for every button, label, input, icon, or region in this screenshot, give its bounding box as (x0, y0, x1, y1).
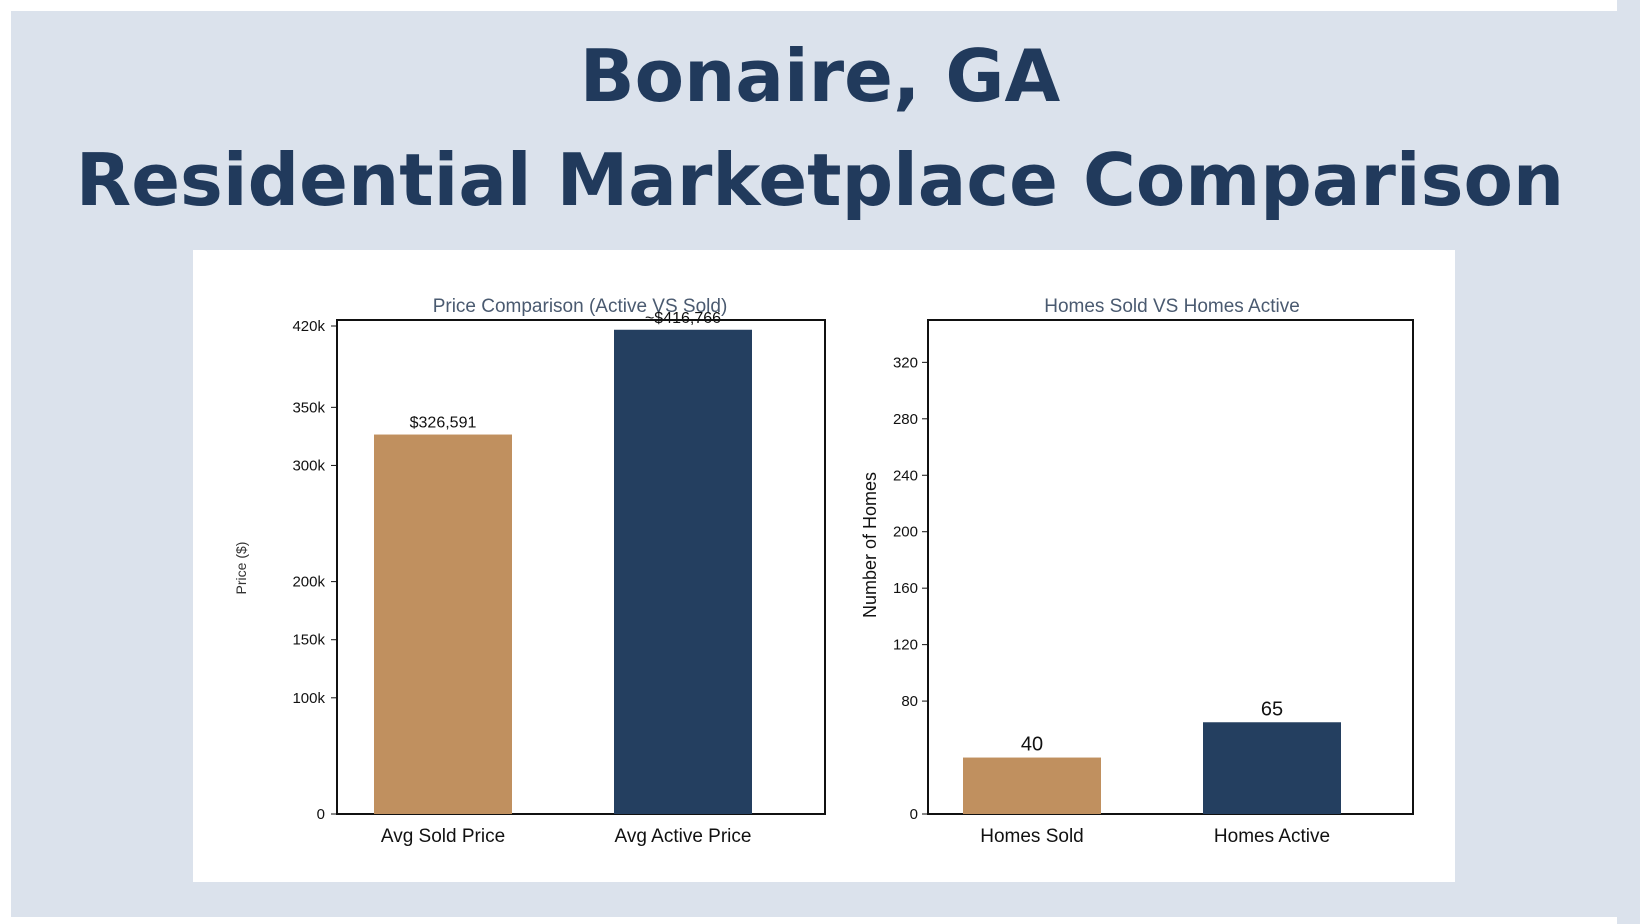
y-axis-ticks: 0 100k 150k 200k 300k 350k 420k (292, 318, 337, 823)
chart-title: Homes Sold VS Homes Active (1044, 296, 1300, 317)
page-title-subtitle: Residential Marketplace Comparison (75, 138, 1565, 222)
bar-value-label: 65 (1261, 698, 1283, 720)
plot-frame (336, 319, 826, 815)
y-tick-label: 200 (893, 524, 918, 541)
y-tick-label: 280 (893, 411, 918, 428)
bars: 40 Homes Sold 65 Homes Active (963, 698, 1341, 847)
x-category-label: Homes Sold (980, 826, 1084, 847)
y-tick-label: 320 (893, 354, 918, 371)
charts-panel: Price Comparison (Active VS Sold) Price … (193, 250, 1455, 882)
y-tick-label: 0 (317, 806, 325, 823)
bar-value-label: 40 (1021, 734, 1043, 756)
y-tick-label: 350k (292, 399, 325, 416)
bar-avg-sold-price (374, 434, 512, 814)
x-category-label: Homes Active (1214, 826, 1330, 847)
plot-frame (927, 319, 1414, 815)
y-tick-label: 240 (893, 467, 918, 484)
chart-title: Price Comparison (Active VS Sold) (433, 296, 728, 317)
x-category-label: Avg Active Price (615, 826, 752, 847)
y-axis-ticks: 0 80 120 160 200 240 280 320 (893, 354, 928, 823)
y-tick-label: 150k (292, 632, 325, 649)
y-tick-label: 100k (292, 690, 325, 707)
bar-homes-active (1203, 722, 1341, 814)
y-tick-label: 120 (893, 637, 918, 654)
homes-count-chart: Homes Sold VS Homes Active Number of Hom… (860, 296, 1414, 847)
y-tick-label: 200k (292, 574, 325, 591)
bar-value-label: ~$416,766 (645, 310, 721, 327)
slide-edge (1617, 0, 1640, 924)
y-axis-label: Number of Homes (860, 472, 880, 618)
y-tick-label: 0 (910, 806, 918, 823)
bar-value-label: $326,591 (410, 415, 477, 432)
bar-homes-sold (963, 757, 1101, 814)
y-axis-label: Price ($) (233, 542, 249, 595)
charts-svg: Price Comparison (Active VS Sold) Price … (233, 296, 1414, 847)
y-tick-label: 300k (292, 457, 325, 474)
y-tick-label: 420k (292, 318, 325, 335)
price-comparison-chart: Price Comparison (Active VS Sold) Price … (233, 296, 826, 847)
y-tick-label: 160 (893, 580, 918, 597)
x-category-label: Avg Sold Price (381, 826, 505, 847)
bars: $326,591 Avg Sold Price ~$416,766 Avg Activ… (374, 310, 752, 847)
bar-avg-active-price (614, 329, 752, 814)
page-title-location: Bonaire, GA (579, 34, 1061, 118)
y-tick-label: 80 (901, 693, 918, 710)
